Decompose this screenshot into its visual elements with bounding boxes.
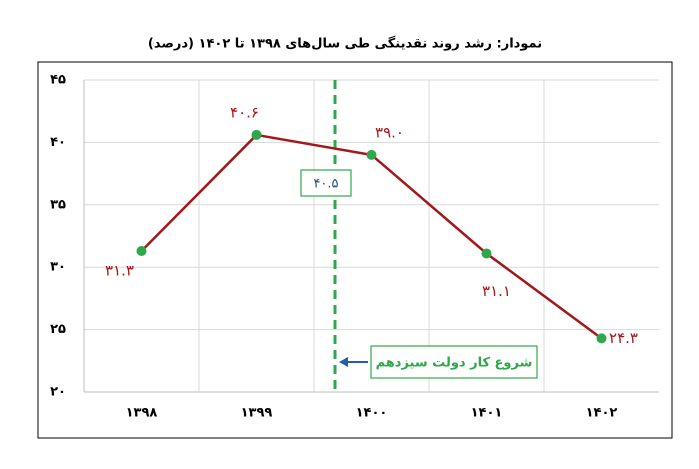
annotation: ۴۰.۵ (313, 177, 338, 192)
annotation: شروع کار دولت سیزدهم (376, 356, 533, 371)
data-label: ۳۱.۳ (105, 261, 134, 279)
data-line (140, 133, 603, 340)
data-point (596, 333, 607, 344)
data-label: ۴۰.۶ (230, 103, 259, 121)
data-label: ۳۱.۱ (482, 282, 511, 300)
data-label: ۳۹.۰ (375, 123, 404, 141)
y-tick-label: ۲۰ (50, 385, 66, 400)
data-point (136, 245, 147, 256)
annotation-box (370, 345, 538, 379)
x-tick-label: ۱۴۰۲ (586, 406, 618, 421)
y-tick-label: ۴۰ (50, 135, 66, 150)
y-tick-label: ۲۵ (50, 322, 66, 337)
arrow-head (339, 357, 348, 367)
data-label: ۲۴.۳ (609, 329, 638, 347)
y-tick-label: ۳۰ (50, 260, 66, 275)
chart-frame (37, 61, 673, 439)
data-point (366, 149, 377, 160)
annotation-box (300, 169, 352, 197)
data-point (481, 248, 492, 259)
x-tick-label: ۱۳۹۹ (241, 406, 273, 421)
y-tick-label: ۴۵ (50, 73, 66, 88)
x-tick-label: ۱۳۹۸ (126, 406, 158, 421)
category-dividers (84, 79, 659, 393)
x-tick-label: ۱۴۰۰ (356, 406, 388, 421)
data-point (251, 129, 262, 140)
x-tick-label: ۱۴۰۱ (471, 406, 503, 421)
y-tick-label: ۳۵ (50, 197, 66, 212)
chart-title: نمودار: رشد روند نقدینگی طی سال‌های ۱۳۹۸… (148, 36, 542, 52)
